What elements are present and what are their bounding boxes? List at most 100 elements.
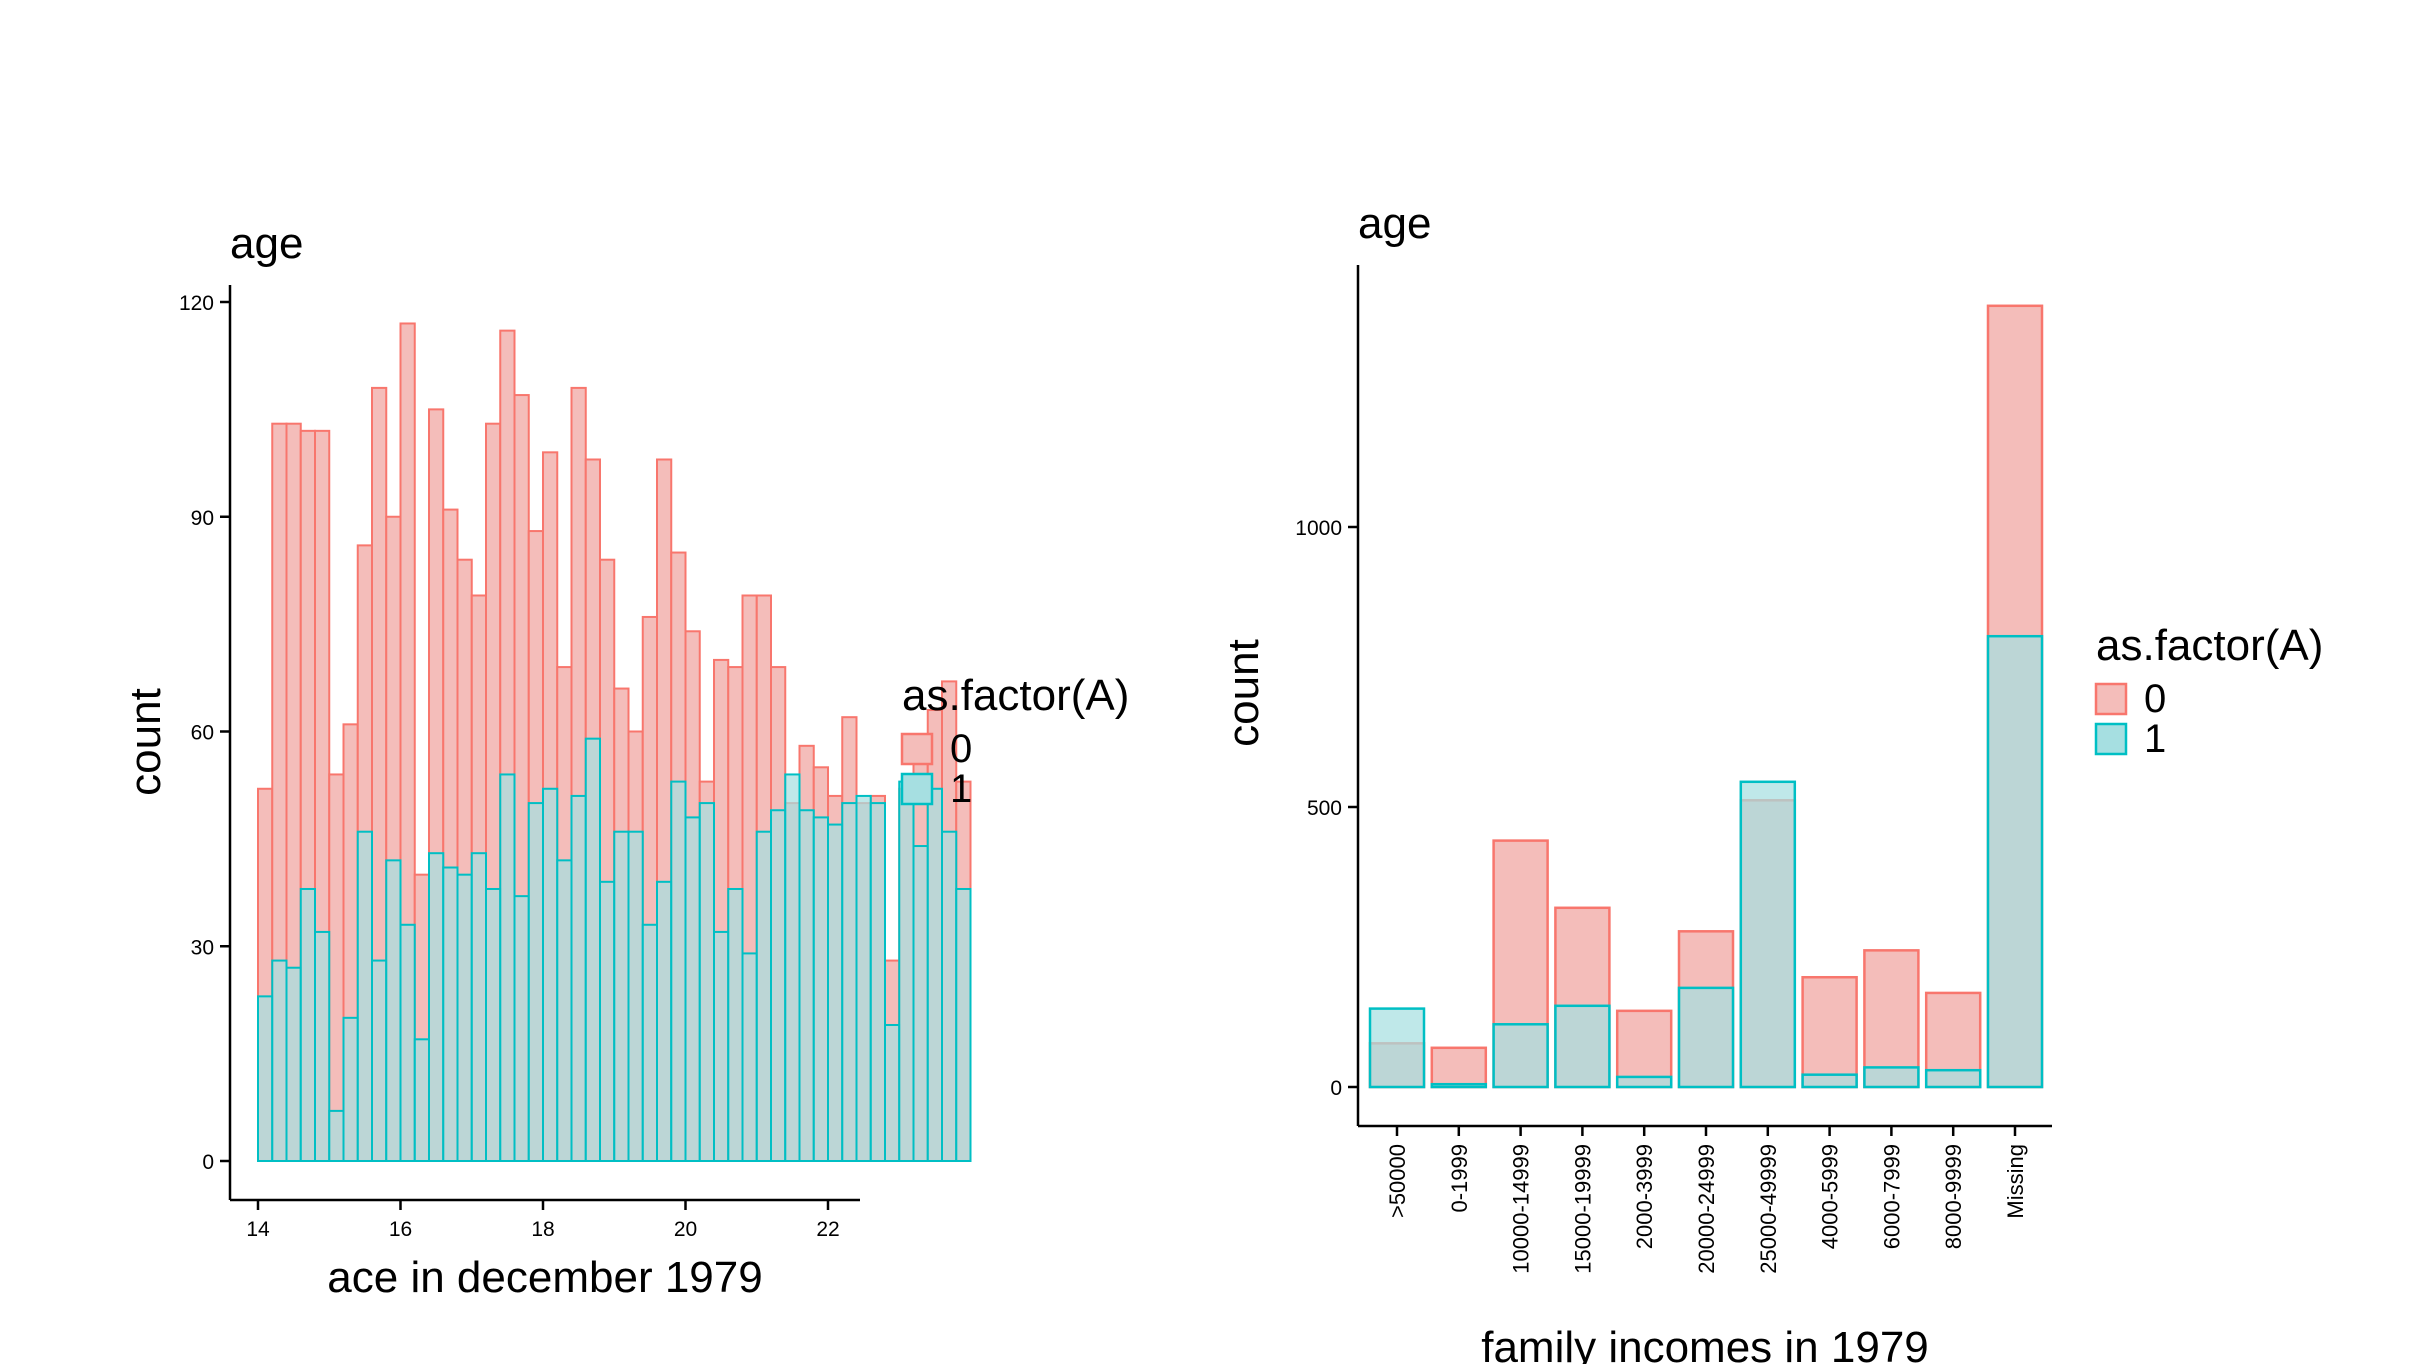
x-category-label: 20000-24999: [1694, 1144, 1719, 1274]
y-axis-title: count: [121, 688, 170, 796]
bar-series1-bin-43: [869, 802, 886, 1162]
y-tick-label: 500: [1307, 797, 1342, 820]
x-category-label: 0-1999: [1447, 1144, 1472, 1213]
bar-series1-bin-12: [428, 852, 445, 1162]
x-category-label: 4000-5999: [1818, 1144, 1843, 1249]
bar-series1-bin-41: [841, 802, 858, 1162]
y-tick-label: 30: [191, 936, 214, 959]
x-axis-title: ace in december 1979: [327, 1253, 762, 1302]
bar-series1-bin-3: [299, 887, 316, 1162]
y-tick-label: 120: [179, 292, 214, 315]
y-tick-label: 0: [202, 1151, 214, 1174]
legend-label-0: 0: [950, 727, 972, 771]
x-category-label: >50000: [1385, 1144, 1410, 1218]
bar-series1-bin-25: [613, 830, 630, 1162]
bar-series1-bin-11: [413, 1038, 430, 1163]
bar-series1-bin-21: [556, 859, 573, 1162]
bar-series1-bin-26: [627, 830, 644, 1162]
bar-series1-cat-1: [1430, 1082, 1488, 1089]
bar-series1-bin-24: [599, 880, 616, 1162]
y-tick-label: 60: [191, 722, 214, 745]
bar-series1-cat-10: [1986, 634, 2044, 1089]
bar-series1-bin-18: [513, 895, 530, 1162]
x-category-label: 15000-19999: [1570, 1144, 1595, 1274]
legend-key-0: [2094, 682, 2128, 716]
bar-series1-bin-13: [442, 866, 459, 1163]
y-tick-label: 1000: [1295, 517, 1342, 540]
bar-series1-bin-40: [827, 823, 844, 1163]
x-tick-label: 20: [674, 1218, 697, 1241]
x-category-label: 25000-49999: [1756, 1144, 1781, 1274]
bar-series1-bin-33: [727, 887, 744, 1162]
x-category-label: 8000-9999: [1941, 1144, 1966, 1249]
x-tick-label: 22: [816, 1218, 839, 1241]
y-tick-label: 0: [1330, 1077, 1342, 1100]
bar-series0-cat-1: [1430, 1046, 1488, 1089]
legend-label-1: 1: [950, 767, 972, 811]
legend-label-1: 1: [2144, 717, 2166, 761]
bar-series1-bin-23: [584, 737, 601, 1162]
legend-key-1: [2094, 722, 2128, 756]
bar-series1-cat-7: [1801, 1073, 1858, 1089]
bar-series1-bin-16: [485, 887, 502, 1162]
bar-series1-bin-0: [257, 995, 274, 1162]
bar-series1-bin-42: [855, 794, 872, 1162]
bar-series1-bin-30: [684, 816, 701, 1163]
bar-series1-bin-4: [314, 930, 331, 1163]
bar-series1-bin-10: [399, 923, 416, 1163]
bar-series1-bin-39: [812, 816, 829, 1163]
bar-series1-cat-5: [1677, 986, 1735, 1089]
x-category-label: Missing: [2003, 1144, 2028, 1219]
bar-series1-bin-46: [912, 845, 929, 1162]
bar-series1-bin-8: [371, 959, 388, 1162]
legend-title: as.factor(A): [2096, 621, 2323, 670]
bar-series1-bin-22: [570, 794, 587, 1162]
bar-series1-cat-6: [1739, 780, 1797, 1089]
bar-series1-bin-5: [328, 1109, 345, 1163]
bar-series1-bin-1: [271, 959, 288, 1162]
bar-series1-bin-2: [285, 966, 302, 1162]
chart-title: age: [1358, 199, 1431, 248]
bar-series1-bin-45: [898, 780, 915, 1162]
bar-series1-bin-14: [456, 873, 473, 1163]
bar-series1-cat-9: [1924, 1068, 1982, 1089]
bar-series1-bin-27: [641, 923, 658, 1163]
bar-series1-bin-49: [955, 887, 972, 1162]
bar-series0-cat-4: [1615, 1009, 1673, 1089]
y-axis-title: count: [1219, 639, 1268, 747]
bar-series1-bin-9: [385, 859, 402, 1162]
bar-series1-bin-38: [798, 809, 815, 1162]
bar-series1-bin-47: [926, 787, 943, 1162]
bar-series1-bin-34: [741, 952, 758, 1162]
income-bar-chart: 0 500 1000 >50000 0-1999 10000-14999 15000-199…: [1219, 199, 2323, 1364]
x-category-label: 10000-14999: [1509, 1144, 1534, 1274]
bar-series1-bin-44: [884, 1023, 901, 1163]
bar-series1-bin-19: [527, 802, 544, 1162]
bar-series1-cat-2: [1492, 1023, 1549, 1089]
bar-series0-cat-7: [1801, 975, 1858, 1089]
x-category-label: 6000-7999: [1879, 1144, 1904, 1249]
bar-series1-bin-28: [656, 880, 673, 1162]
bar-series1-cat-0: [1368, 1007, 1426, 1089]
bar-series1-bin-36: [770, 809, 787, 1162]
bar-series1-bin-48: [941, 830, 958, 1162]
bar-series1-bin-35: [755, 830, 772, 1162]
chart-title: age: [230, 219, 303, 268]
x-category-label: 2000-3999: [1632, 1144, 1657, 1249]
legend-title: as.factor(A): [902, 671, 1129, 720]
x-tick-label: 14: [246, 1218, 270, 1241]
bar-series1-bin-37: [784, 773, 801, 1162]
bar-series1-bin-6: [342, 1016, 359, 1162]
x-axis-title: family incomes in 1979: [1481, 1323, 1929, 1364]
bar-series1-bin-17: [499, 773, 516, 1162]
y-tick-label: 90: [191, 507, 214, 530]
bar-series1-bin-29: [670, 780, 687, 1162]
legend-label-0: 0: [2144, 677, 2166, 721]
legend-key-1: [900, 772, 934, 806]
bar-series0-cat-8: [1863, 949, 1920, 1089]
bar-series1-bin-7: [356, 830, 373, 1162]
bar-series1-bin-31: [698, 802, 715, 1162]
x-tick-label: 18: [531, 1218, 554, 1241]
bar-series1-cat-4: [1615, 1075, 1673, 1089]
histogram-age-chart: 0 30 60 90 120 14 16 18 20 22 age ace in december 1…: [121, 219, 1129, 1302]
